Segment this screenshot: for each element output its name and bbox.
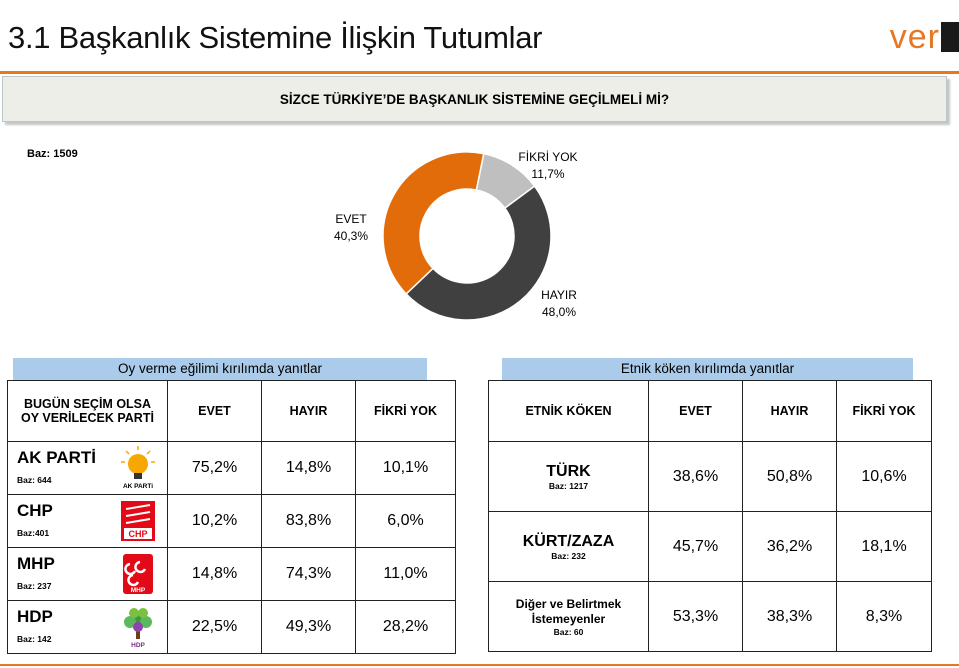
donut-chart: FİKRİ YOK 11,7% HAYIR 48,0% EVET 40,3%: [334, 150, 578, 321]
party-fikri-yok: 10,1%: [355, 441, 456, 495]
table-row: HDP Baz: 142 HDP 22,5% 49,3% 28,2%: [7, 600, 456, 654]
party-baz: Baz: 237: [17, 581, 52, 591]
party-hayir: 14,8%: [261, 441, 356, 495]
sample-size: Baz: 1509: [27, 148, 78, 160]
party-hayir: 83,8%: [261, 494, 356, 548]
page-title: 3.1 Başkanlık Sistemine İlişkin Tutumlar: [8, 20, 543, 55]
col-fikri-yok: FİKRİ YOK: [836, 380, 932, 442]
slice-label: HAYIR: [541, 288, 577, 302]
col-hayir: HAYIR: [742, 380, 837, 442]
footer-divider: [0, 664, 959, 666]
party-table-header: BUGÜN SEÇİM OLSA OY VERİLECEK PARTİ EVET…: [7, 380, 456, 442]
ethnic-baz: Baz: 60: [553, 626, 584, 637]
party-col-header: BUGÜN SEÇİM OLSA OY VERİLECEK PARTİ: [7, 380, 168, 442]
party-cell: HDP Baz: 142 HDP: [7, 600, 168, 654]
ethnic-name: KÜRT/ZAZA: [522, 532, 615, 550]
slice-value-label: 48,0%: [542, 305, 576, 319]
ethnic-col-header: ETNİK KÖKEN: [488, 380, 649, 442]
mhp-logo-text: MHP: [131, 587, 146, 594]
table-row: MHP Baz: 237 MHP 14,8% 74,3% 11,0%: [7, 547, 456, 601]
party-cell: MHP Baz: 237 MHP: [7, 547, 168, 601]
party-table: BUGÜN SEÇİM OLSA OY VERİLECEK PARTİ EVET…: [7, 380, 456, 654]
ethnic-fikri-yok: 18,1%: [836, 511, 932, 582]
mhp-logo: MHP: [123, 554, 153, 594]
ethnic-name: TÜRK: [546, 462, 591, 480]
ethnic-name: Diğer ve Belirtmek İstemeyenler: [515, 596, 622, 626]
party-baz: Baz:401: [17, 528, 50, 538]
logo-block-icon: [941, 22, 959, 52]
table-row: CHP Baz:401 CHP 10,2% 83,8% 6,0%: [7, 494, 456, 548]
party-fikri-yok: 6,0%: [355, 494, 456, 548]
party-fikri-yok: 11,0%: [355, 547, 456, 601]
ethnic-cell: KÜRT/ZAZA Baz: 232: [488, 511, 649, 582]
slice-label: FİKRİ YOK: [518, 150, 577, 164]
party-cell: AK PARTİ Baz: 644 AK PARTi: [7, 441, 168, 495]
ethnic-hayir: 36,2%: [742, 511, 837, 582]
slice-evet: [382, 151, 485, 295]
table-row: KÜRT/ZAZA Baz: 232 45,7% 36,2% 18,1%: [488, 511, 932, 582]
ethnic-fikri-yok: 10,6%: [836, 441, 932, 512]
col-fikri-yok: FİKRİ YOK: [355, 380, 456, 442]
ethnic-fikri-yok: 8,3%: [836, 581, 932, 652]
hdp-logo-text: HDP: [131, 642, 145, 649]
question-banner: SİZCE TÜRKİYE’DE BAŞKANLIK SİSTEMİNE GEÇ…: [2, 76, 947, 122]
party-evet: 10,2%: [167, 494, 262, 548]
party-evet: 14,8%: [167, 547, 262, 601]
table-row: TÜRK Baz: 1217 38,6% 50,8% 10,6%: [488, 441, 932, 512]
party-table-heading: Oy verme eğilimi kırılımda yanıtlar: [13, 358, 427, 380]
party-hayir: 74,3%: [261, 547, 356, 601]
party-evet: 22,5%: [167, 600, 262, 654]
party-fikri-yok: 28,2%: [355, 600, 456, 654]
party-name: MHP: [17, 554, 55, 573]
col-hayir: HAYIR: [261, 380, 356, 442]
party-name: CHP: [17, 501, 53, 520]
slice-value-label: 11,7%: [531, 167, 564, 181]
chp-logo: CHP: [121, 501, 155, 541]
header-divider: [0, 71, 959, 74]
col-evet: EVET: [648, 380, 743, 442]
ethnic-table-heading: Etnik köken kırılımda yanıtlar: [502, 358, 913, 380]
slice-label: EVET: [335, 212, 367, 226]
ethnic-evet: 38,6%: [648, 441, 743, 512]
slice-value-label: 40,3%: [334, 229, 368, 243]
chp-logo-text: CHP: [128, 529, 147, 539]
logo-text: ver: [889, 18, 940, 56]
party-baz: Baz: 142: [17, 634, 52, 644]
ethnic-table-header: ETNİK KÖKEN EVET HAYIR FİKRİ YOK: [488, 380, 932, 442]
party-hayir: 49,3%: [261, 600, 356, 654]
slice-hayir: [405, 185, 552, 321]
ak-parti-logo: AK PARTi: [121, 446, 155, 490]
ethnic-cell: Diğer ve Belirtmek İstemeyenler Baz: 60: [488, 581, 649, 652]
party-cell: CHP Baz:401 CHP: [7, 494, 168, 548]
table-row: AK PARTİ Baz: 644 AK PARTi 75,2% 14,8% 1…: [7, 441, 456, 495]
party-name: AK PARTİ: [17, 448, 97, 467]
ethnic-evet: 53,3%: [648, 581, 743, 652]
table-row: Diğer ve Belirtmek İstemeyenler Baz: 60 …: [488, 581, 932, 652]
ethnic-hayir: 38,3%: [742, 581, 837, 652]
ethnic-hayir: 50,8%: [742, 441, 837, 512]
ethnic-table: ETNİK KÖKEN EVET HAYIR FİKRİ YOK TÜRK Ba…: [488, 380, 932, 652]
party-name: HDP: [17, 607, 53, 626]
party-baz: Baz: 644: [17, 475, 52, 485]
ethnic-baz: Baz: 1217: [548, 480, 589, 491]
hdp-logo: HDP: [124, 608, 152, 649]
col-evet: EVET: [167, 380, 262, 442]
vera-logo: ver: [890, 18, 959, 57]
ethnic-baz: Baz: 232: [551, 550, 586, 561]
ak-parti-logo-text: AK PARTi: [123, 483, 153, 490]
ethnic-evet: 45,7%: [648, 511, 743, 582]
ethnic-cell: TÜRK Baz: 1217: [488, 441, 649, 512]
party-evet: 75,2%: [167, 441, 262, 495]
